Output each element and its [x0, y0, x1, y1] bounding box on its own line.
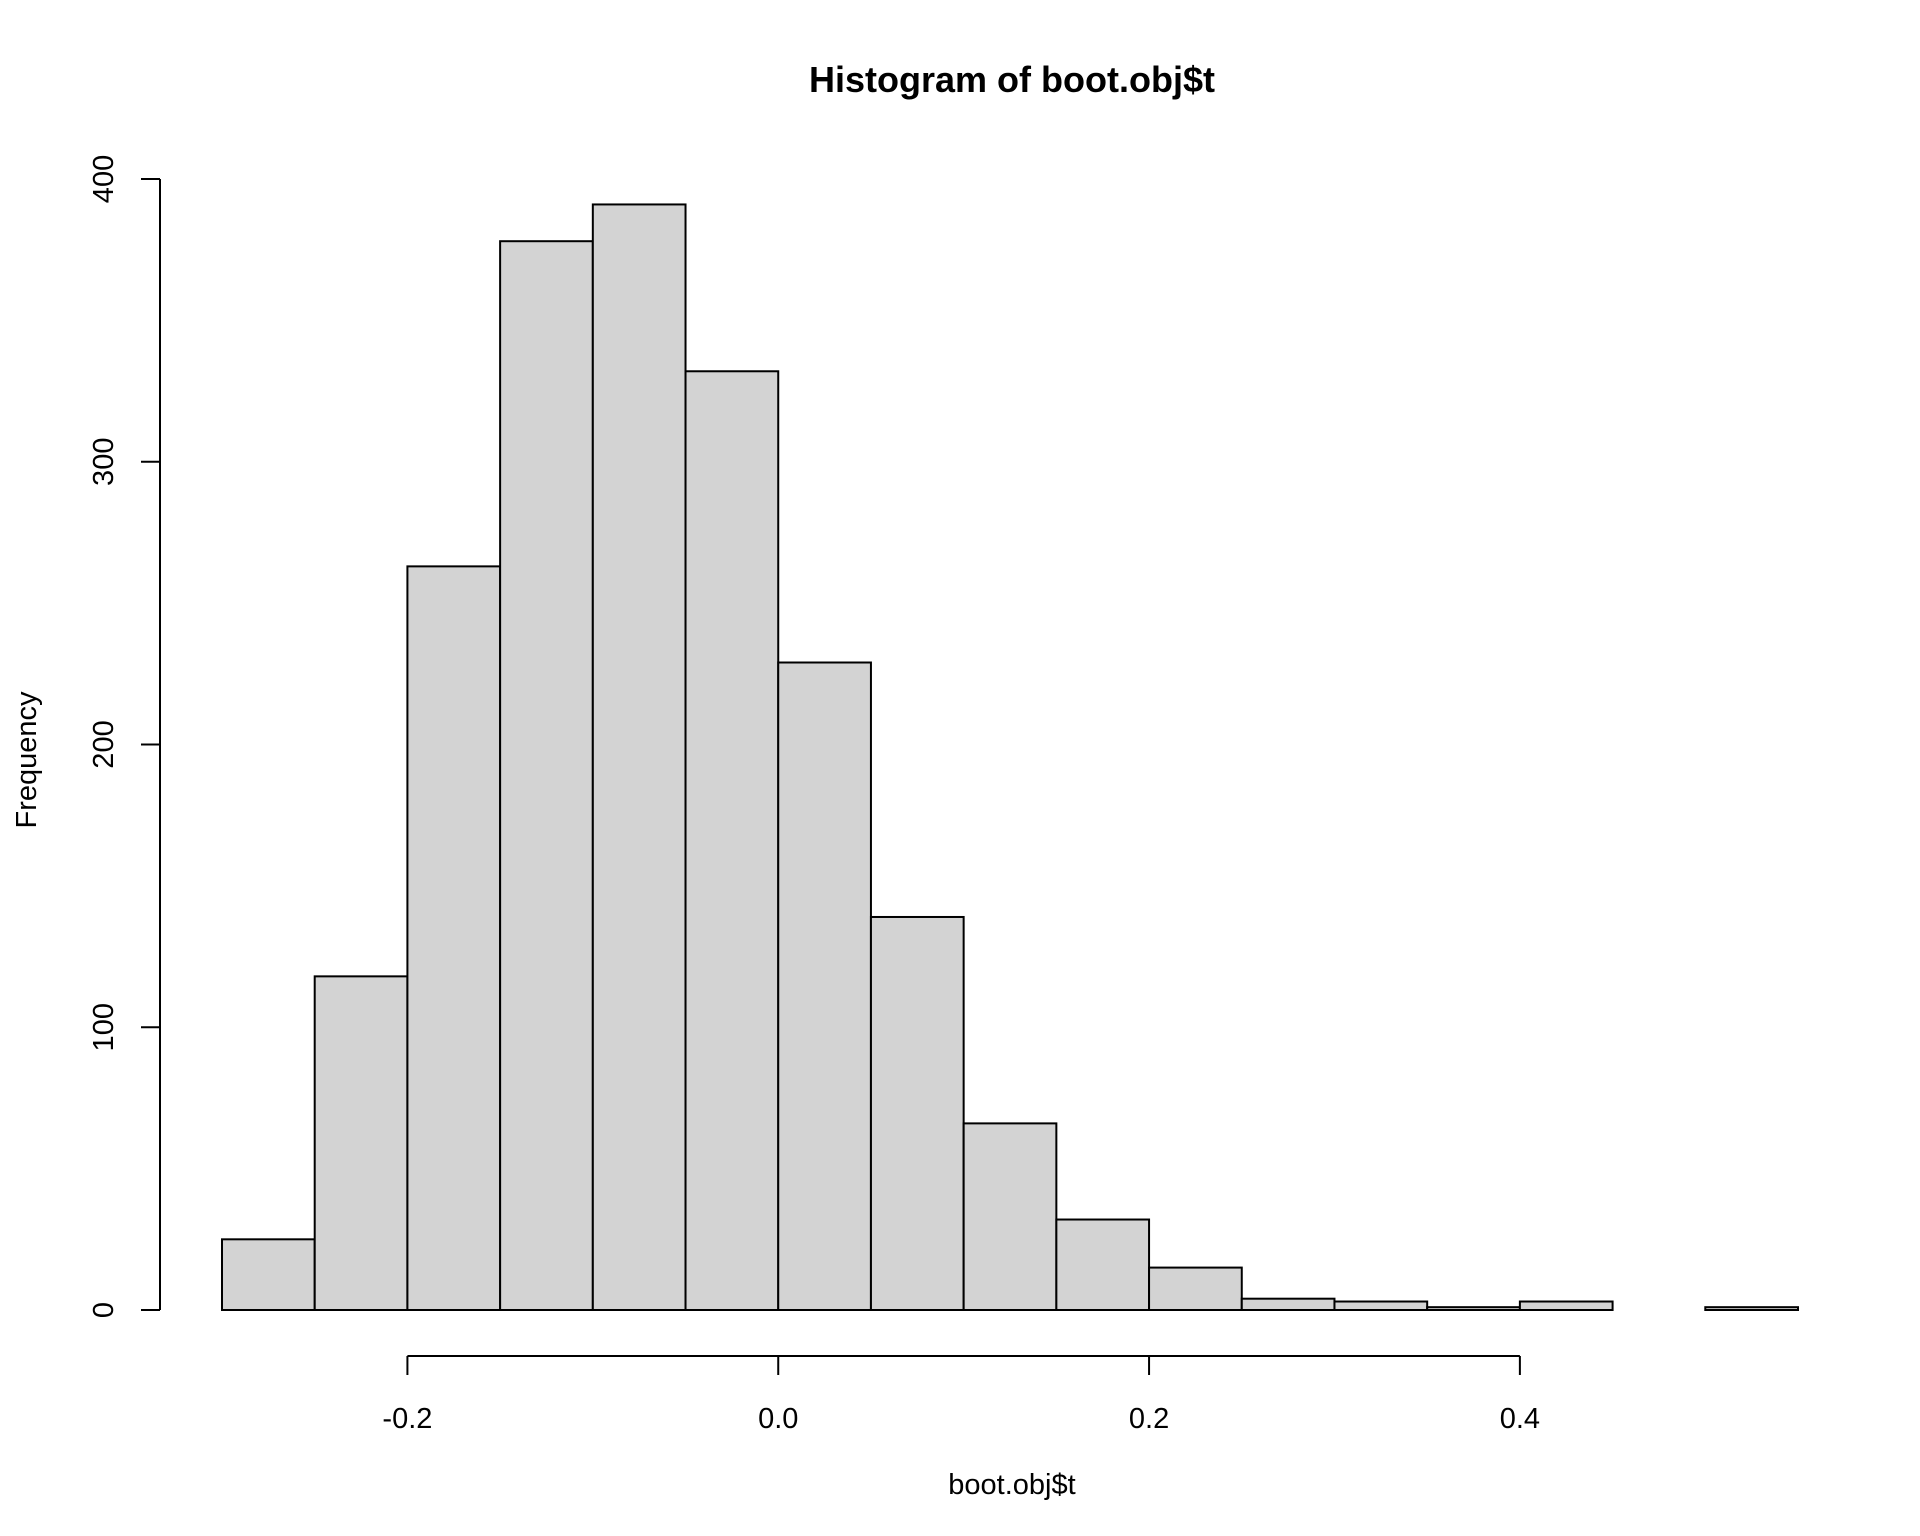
x-axis-label: boot.obj$t: [948, 1469, 1075, 1501]
histogram-bar-15: [1518, 1300, 1614, 1311]
chart-title: Histogram of boot.obj$t: [809, 59, 1215, 100]
y-tick-label-1: 0: [88, 1302, 120, 1318]
y-tick-label-5: 400: [88, 155, 120, 203]
histogram-bar-8: [869, 915, 965, 1311]
x-tick-label-3: 0.2: [1129, 1403, 1169, 1435]
histogram-bar-17: [1704, 1306, 1799, 1311]
y-tick-label-3: 200: [88, 720, 120, 768]
x-axis: -0.2 0.0 0.2 0.4: [382, 1355, 1540, 1435]
histogram-bar-10: [1055, 1218, 1151, 1312]
histogram-bar-2: [313, 975, 409, 1311]
y-axis-label: Frequency: [11, 691, 43, 829]
x-tick-label-1: -0.2: [382, 1403, 432, 1435]
x-tick-label-2: 0.0: [758, 1403, 798, 1435]
histogram-bar-1: [221, 1238, 316, 1311]
y-tick-label-2: 100: [88, 1003, 120, 1051]
histogram-bar-11: [1148, 1266, 1243, 1312]
histogram-bar-13: [1333, 1300, 1429, 1311]
histogram-bar-12: [1240, 1297, 1336, 1311]
histogram-bar-9: [962, 1122, 1058, 1312]
y-tick-label-4: 300: [88, 438, 120, 486]
histogram-bar-14: [1426, 1306, 1521, 1311]
histogram-bar-4: [499, 240, 594, 1312]
histogram-bar-3: [406, 565, 502, 1311]
y-axis: 0 100 200 300 400: [88, 155, 161, 1318]
bars-group: [221, 203, 1799, 1312]
histogram-bar-6: [684, 370, 780, 1311]
x-tick-label-4: 0.4: [1500, 1403, 1540, 1435]
histogram-bar-7: [777, 661, 872, 1311]
histogram-bar-5: [591, 203, 687, 1311]
